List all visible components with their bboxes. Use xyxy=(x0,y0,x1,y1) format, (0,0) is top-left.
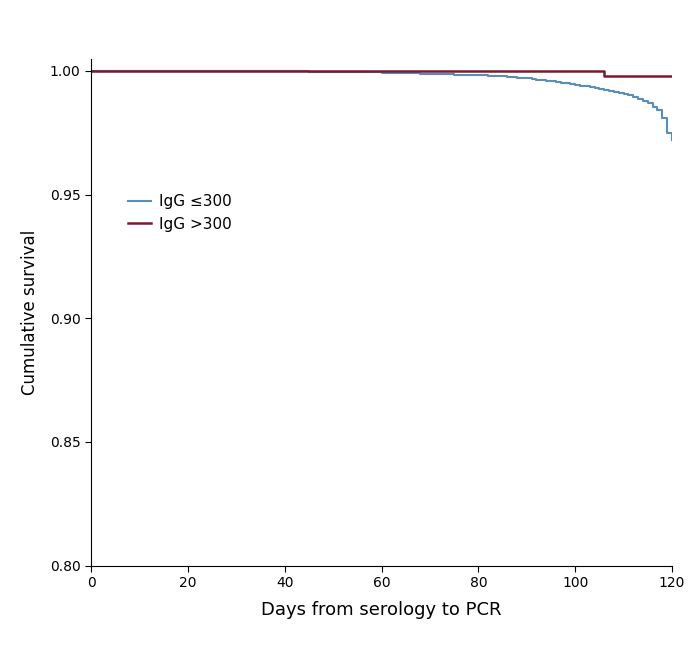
Text: Source: Emerg Infect Dis © 2022 Centers for Disease Control and Prevention (CDC): Source: Emerg Infect Dis © 2022 Centers … xyxy=(181,625,589,636)
Legend: IgG ≤300, IgG >300: IgG ≤300, IgG >300 xyxy=(122,188,237,238)
Text: Medscape: Medscape xyxy=(10,624,81,637)
X-axis label: Days from serology to PCR: Days from serology to PCR xyxy=(261,601,502,619)
Y-axis label: Cumulative survival: Cumulative survival xyxy=(21,229,38,395)
